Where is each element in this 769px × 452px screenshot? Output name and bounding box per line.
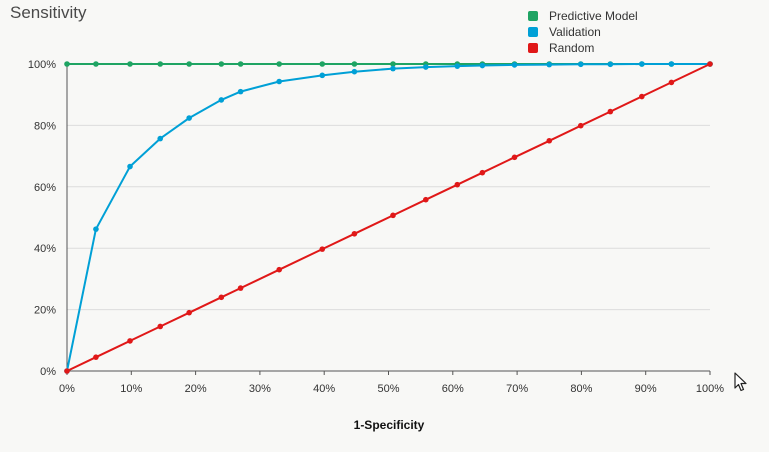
data-point-random — [479, 169, 486, 176]
y-tick-label: 60% — [34, 182, 56, 194]
data-point-random — [186, 309, 192, 316]
x-tick-label: 40% — [313, 383, 335, 395]
chart-title: Sensitivity — [10, 3, 87, 22]
x-tick-label: 100% — [696, 383, 724, 395]
x-tick-label: 90% — [635, 383, 657, 395]
legend-item-random[interactable]: Random — [528, 40, 638, 56]
x-tick-label: 20% — [185, 383, 207, 395]
data-point-validation — [454, 63, 461, 69]
data-point-predictive-model — [127, 61, 133, 67]
data-point-predictive-model — [319, 61, 326, 67]
data-point-random — [93, 354, 99, 360]
data-point-predictive-model — [237, 61, 244, 67]
data-point-predictive-model — [64, 61, 70, 67]
data-point-random — [237, 285, 244, 291]
data-point-random — [577, 122, 584, 129]
data-point-validation — [607, 61, 614, 68]
legend-item-predictive-model[interactable]: Predictive Model — [528, 8, 638, 24]
data-point-validation — [276, 78, 282, 85]
data-point-predictive-model — [186, 61, 192, 67]
legend-label-predictive-model: Predictive Model — [549, 9, 638, 23]
data-point-random — [454, 181, 461, 188]
legend-label-validation: Validation — [549, 25, 601, 39]
data-point-random — [127, 338, 133, 344]
legend-swatch-predictive-model — [528, 11, 538, 21]
legend-swatch-validation — [528, 27, 538, 37]
chart-legend: Predictive Model Validation Random — [528, 8, 638, 56]
x-tick-label: 10% — [120, 383, 142, 395]
data-point-predictive-model — [218, 61, 225, 67]
data-point-validation — [390, 65, 396, 72]
y-tick-label: 20% — [34, 305, 56, 317]
data-point-validation — [127, 163, 133, 170]
data-point-validation — [93, 226, 99, 232]
data-point-predictive-model — [351, 61, 358, 67]
data-point-random — [422, 196, 429, 203]
y-tick-label: 100% — [28, 59, 56, 71]
data-point-random — [390, 212, 396, 219]
data-point-random — [319, 246, 326, 252]
x-tick-label: 30% — [249, 383, 271, 395]
x-tick-label: 50% — [377, 383, 399, 395]
data-point-random — [546, 137, 553, 144]
data-point-random — [351, 230, 358, 237]
data-point-predictive-model — [276, 61, 282, 67]
x-tick-label: 60% — [442, 383, 464, 395]
data-point-predictive-model — [390, 61, 396, 67]
data-point-validation — [546, 61, 553, 68]
legend-item-validation[interactable]: Validation — [528, 24, 638, 40]
data-point-random — [511, 154, 518, 161]
mouse-pointer-icon — [734, 372, 748, 397]
data-point-validation — [237, 88, 244, 95]
data-point-random — [218, 294, 225, 301]
data-point-random — [707, 61, 713, 67]
data-point-validation — [319, 72, 326, 79]
data-point-validation — [218, 97, 225, 103]
series-line-random — [66, 63, 711, 372]
x-tick-label: 80% — [570, 383, 592, 395]
data-point-random — [607, 108, 614, 115]
x-tick-label: 70% — [506, 383, 528, 395]
data-point-validation — [577, 61, 584, 68]
legend-label-random: Random — [549, 41, 595, 55]
data-point-random — [64, 368, 70, 374]
y-tick-label: 40% — [34, 243, 56, 255]
legend-swatch-random — [528, 43, 538, 53]
data-point-validation — [668, 61, 675, 67]
data-point-validation — [479, 62, 486, 69]
data-point-predictive-model — [157, 61, 164, 67]
y-tick-label: 0% — [40, 366, 56, 378]
data-point-validation — [157, 135, 164, 142]
data-point-predictive-model — [93, 61, 99, 67]
data-point-validation — [422, 64, 429, 70]
data-point-random — [276, 266, 282, 273]
data-point-validation — [351, 68, 358, 75]
x-axis-label: 1-Specificity — [353, 418, 425, 432]
data-point-random — [639, 93, 645, 100]
data-point-validation — [186, 115, 192, 121]
data-point-random — [157, 323, 164, 330]
data-point-validation — [639, 61, 645, 67]
data-point-random — [668, 79, 675, 86]
y-tick-label: 80% — [34, 120, 56, 132]
x-tick-label: 0% — [59, 383, 75, 395]
data-point-validation — [511, 62, 518, 68]
